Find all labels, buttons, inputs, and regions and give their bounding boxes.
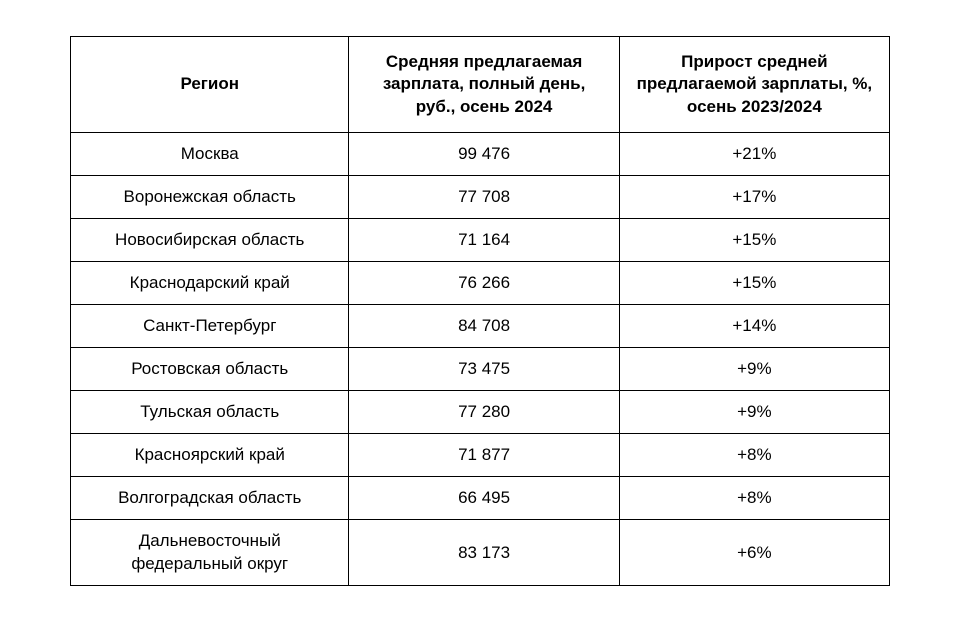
- salary-table-container: Регион Средняя предлагаемая зарплата, по…: [70, 36, 890, 585]
- cell-region: Краснодарский край: [71, 261, 349, 304]
- cell-region: Воронежская область: [71, 175, 349, 218]
- cell-region: Москва: [71, 132, 349, 175]
- cell-salary: 77 708: [349, 175, 619, 218]
- cell-growth: +6%: [619, 520, 889, 585]
- salary-table: Регион Средняя предлагаемая зарплата, по…: [70, 36, 890, 585]
- cell-salary: 77 280: [349, 391, 619, 434]
- cell-growth: +9%: [619, 348, 889, 391]
- cell-growth: +15%: [619, 218, 889, 261]
- cell-region: Новосибирская область: [71, 218, 349, 261]
- cell-salary: 71 164: [349, 218, 619, 261]
- cell-growth: +8%: [619, 434, 889, 477]
- cell-region: Тульская область: [71, 391, 349, 434]
- cell-salary: 99 476: [349, 132, 619, 175]
- table-row: Тульская область 77 280 +9%: [71, 391, 890, 434]
- cell-region: Санкт-Петербург: [71, 305, 349, 348]
- cell-region: Красноярский край: [71, 434, 349, 477]
- table-body: Москва 99 476 +21% Воронежская область 7…: [71, 132, 890, 585]
- cell-growth: +9%: [619, 391, 889, 434]
- table-row: Дальневосточный федеральный округ 83 173…: [71, 520, 890, 585]
- cell-growth: +17%: [619, 175, 889, 218]
- cell-salary: 71 877: [349, 434, 619, 477]
- cell-salary: 83 173: [349, 520, 619, 585]
- cell-salary: 84 708: [349, 305, 619, 348]
- table-header-row: Регион Средняя предлагаемая зарплата, по…: [71, 37, 890, 132]
- cell-growth: +14%: [619, 305, 889, 348]
- cell-region: Волгоградская область: [71, 477, 349, 520]
- table-row: Воронежская область 77 708 +17%: [71, 175, 890, 218]
- table-head: Регион Средняя предлагаемая зарплата, по…: [71, 37, 890, 132]
- table-row: Краснодарский край 76 266 +15%: [71, 261, 890, 304]
- table-row: Волгоградская область 66 495 +8%: [71, 477, 890, 520]
- cell-salary: 73 475: [349, 348, 619, 391]
- table-row: Санкт-Петербург 84 708 +14%: [71, 305, 890, 348]
- table-row: Красноярский край 71 877 +8%: [71, 434, 890, 477]
- table-row: Москва 99 476 +21%: [71, 132, 890, 175]
- cell-region: Ростовская область: [71, 348, 349, 391]
- cell-growth: +8%: [619, 477, 889, 520]
- cell-growth: +21%: [619, 132, 889, 175]
- table-row: Ростовская область 73 475 +9%: [71, 348, 890, 391]
- col-header-region: Регион: [71, 37, 349, 132]
- col-header-growth: Прирост средней предлагаемой зарплаты, %…: [619, 37, 889, 132]
- col-header-salary: Средняя предлагаемая зарплата, полный де…: [349, 37, 619, 132]
- cell-region: Дальневосточный федеральный округ: [71, 520, 349, 585]
- cell-salary: 66 495: [349, 477, 619, 520]
- cell-growth: +15%: [619, 261, 889, 304]
- table-row: Новосибирская область 71 164 +15%: [71, 218, 890, 261]
- cell-salary: 76 266: [349, 261, 619, 304]
